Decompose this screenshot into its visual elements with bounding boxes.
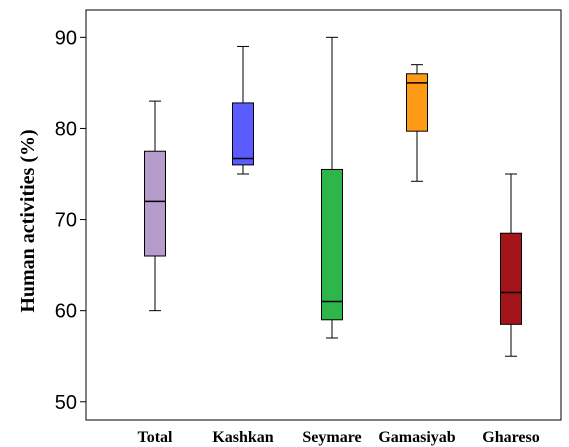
iqr-box bbox=[406, 73, 428, 132]
y-tick-label-90: 90 bbox=[55, 27, 77, 49]
x-axis: Total Kashkan Seymare Gamasiyab Ghareso bbox=[138, 429, 540, 446]
y-axis-title: Human activities (%) bbox=[17, 129, 39, 312]
y-tick-label-70: 70 bbox=[55, 210, 77, 232]
plot-frame bbox=[85, 9, 562, 421]
x-tick-label-gamasiyab: Gamasiyab bbox=[378, 429, 455, 446]
iqr-box bbox=[232, 102, 254, 166]
box-seymare bbox=[321, 36, 343, 339]
box-ghareso bbox=[500, 173, 522, 357]
iqr-box bbox=[321, 168, 343, 321]
box-kashkan bbox=[232, 45, 254, 175]
box-gamasiyab bbox=[406, 64, 428, 182]
iqr-box bbox=[500, 232, 522, 325]
x-tick-label-seymare: Seymare bbox=[302, 429, 361, 446]
x-tick-label-total: Total bbox=[138, 429, 174, 446]
y-axis: 50 60 70 80 90 bbox=[55, 27, 86, 414]
y-tick-label-80: 80 bbox=[55, 118, 77, 140]
iqr-box bbox=[144, 150, 166, 257]
y-tick-label-50: 50 bbox=[55, 392, 77, 414]
plot-border bbox=[85, 9, 562, 421]
boxes bbox=[144, 36, 522, 357]
box-total bbox=[144, 100, 166, 312]
x-tick-label-kashkan: Kashkan bbox=[212, 429, 273, 446]
x-tick-label-ghareso: Ghareso bbox=[482, 429, 539, 446]
y-tick-label-60: 60 bbox=[55, 301, 77, 323]
